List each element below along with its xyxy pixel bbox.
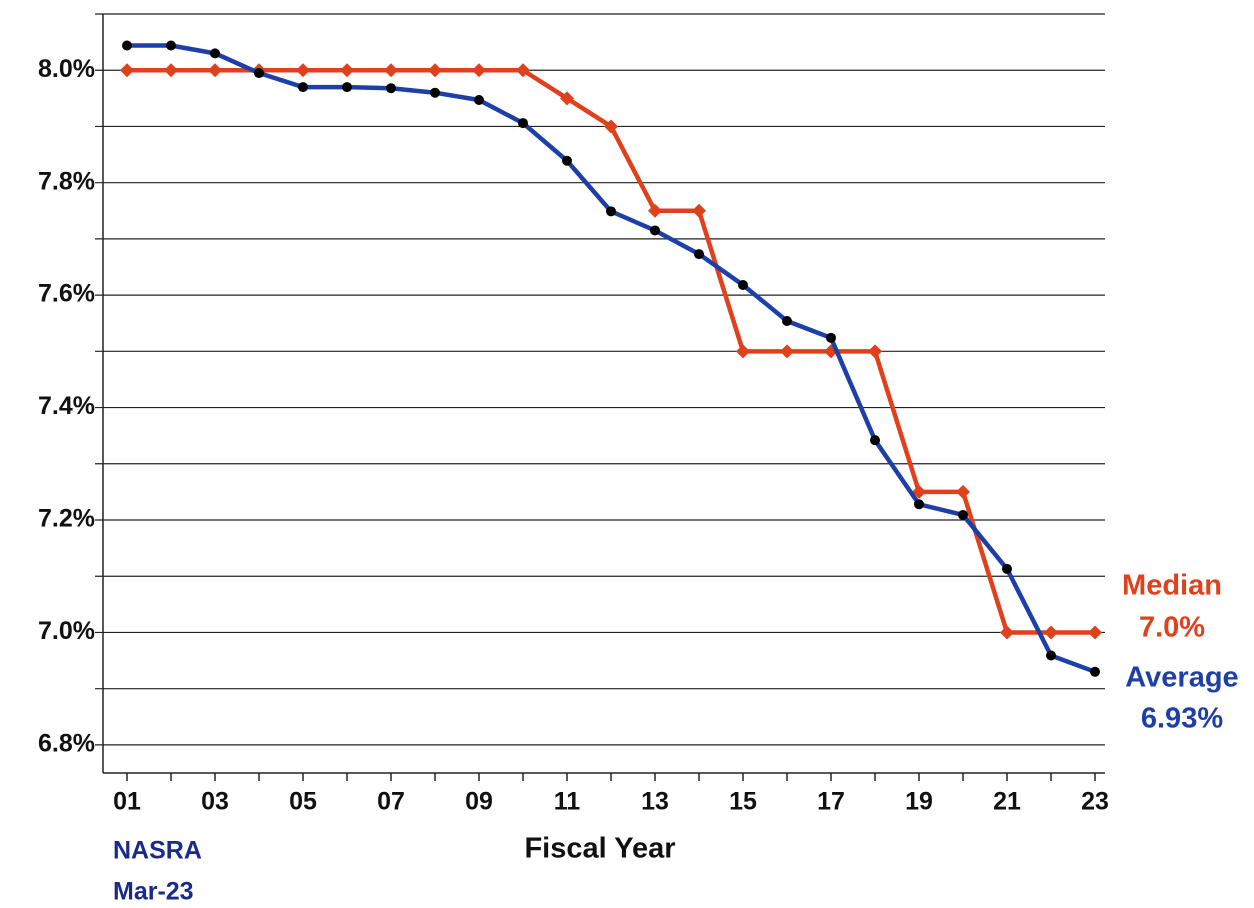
average-value-label: 6.93% [1141, 703, 1223, 735]
x-tick-label: 03 [201, 788, 229, 816]
median-marker [384, 63, 398, 78]
average-marker [606, 206, 616, 217]
x-tick-label: 23 [1081, 788, 1109, 816]
average-marker [166, 40, 176, 51]
average-marker [298, 82, 308, 93]
x-tick-label: 21 [993, 788, 1021, 816]
average-marker [1002, 563, 1012, 574]
average-marker [1046, 650, 1056, 661]
y-tick-label: 7.4% [38, 392, 95, 420]
average-marker [562, 155, 572, 166]
y-tick-label: 8.0% [38, 55, 95, 83]
average-label: Average [1125, 662, 1238, 694]
average-marker [870, 435, 880, 446]
average-marker [650, 225, 660, 236]
series-line [127, 43, 1096, 674]
median-marker [516, 63, 530, 78]
average-marker [254, 68, 264, 79]
median-marker [604, 119, 618, 134]
median-marker [120, 63, 134, 78]
y-tick-label: 7.0% [38, 617, 95, 645]
x-tick-label: 09 [465, 788, 493, 816]
source-label: NASRA [113, 837, 202, 865]
median-marker [1000, 625, 1014, 640]
x-tick-label: 01 [113, 788, 141, 816]
x-tick-label: 11 [554, 788, 581, 816]
y-tick-label: 7.8% [38, 167, 95, 195]
median-marker [208, 63, 222, 78]
x-tick-label: 19 [905, 788, 933, 816]
median-marker [956, 484, 970, 499]
median-value-label: 7.0% [1139, 612, 1205, 644]
average-marker [386, 83, 396, 94]
x-tick-label: 07 [377, 788, 405, 816]
average-marker [430, 87, 440, 98]
average-marker [694, 249, 704, 260]
median-marker [780, 344, 794, 359]
average-marker [1090, 666, 1100, 677]
average-marker [738, 279, 748, 290]
y-tick-label: 7.2% [38, 505, 95, 533]
median-marker [692, 203, 706, 218]
average-marker [782, 315, 792, 326]
average-marker [914, 499, 924, 510]
source-date: Mar-23 [113, 878, 194, 906]
x-axis-label: Fiscal Year [524, 833, 675, 865]
average-marker [958, 509, 968, 520]
median-marker [560, 91, 574, 106]
median-marker [648, 203, 662, 218]
x-tick-label: 13 [641, 788, 669, 816]
median-marker [164, 63, 178, 78]
y-tick-label: 7.6% [38, 280, 95, 308]
average-marker [122, 40, 132, 51]
median-marker [472, 63, 486, 78]
median-marker [340, 63, 354, 78]
median-marker [736, 344, 750, 359]
x-tick-label: 15 [729, 788, 757, 816]
median-marker [868, 344, 882, 359]
median-label: Median [1122, 570, 1222, 602]
median-marker [296, 63, 310, 78]
average-marker [474, 95, 484, 106]
average-marker [210, 48, 220, 59]
average-marker [826, 332, 836, 343]
median-marker [428, 63, 442, 78]
x-tick-label: 05 [289, 788, 317, 816]
y-tick-label: 6.8% [38, 729, 95, 757]
average-marker [518, 118, 528, 129]
x-tick-label: 17 [817, 788, 845, 816]
average-marker [342, 82, 352, 93]
median-marker [1044, 625, 1058, 640]
median-marker [1088, 625, 1102, 640]
